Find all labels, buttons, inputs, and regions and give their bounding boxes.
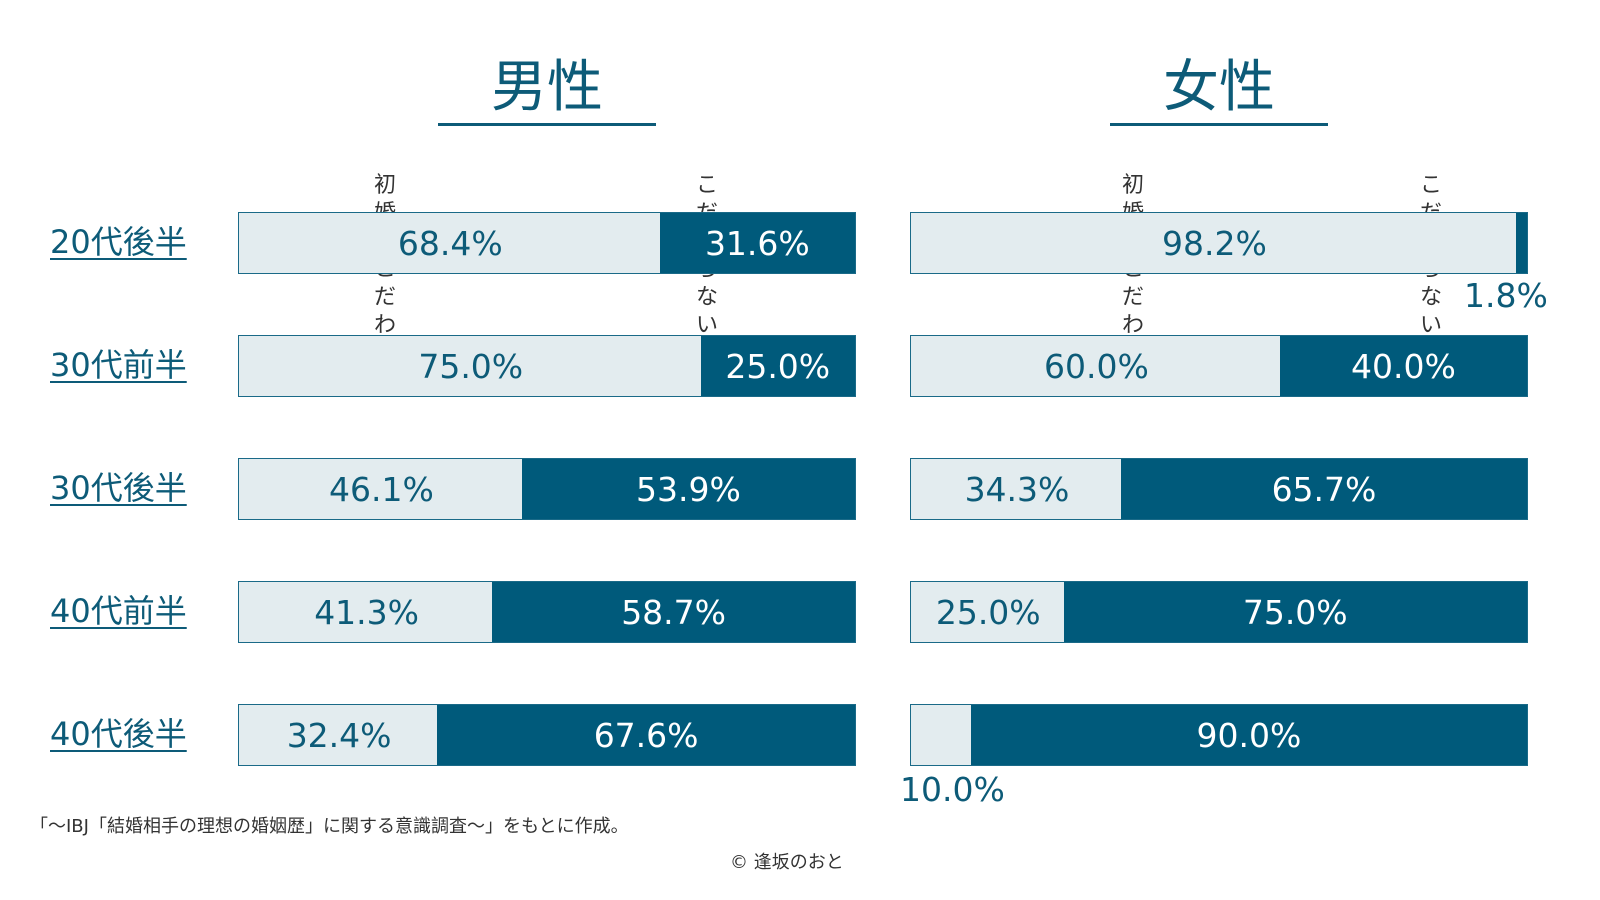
data-label: 67.6% <box>593 715 699 755</box>
data-label: 68.4% <box>397 223 503 263</box>
bar-segment-first-marriage: 32.4% <box>239 705 439 765</box>
data-label: 34.3% <box>964 469 1070 509</box>
stacked-bar: 32.4% 67.6% <box>238 704 856 766</box>
row-label: 40代前半 <box>50 592 187 630</box>
data-label: 90.0% <box>1196 715 1302 755</box>
data-label: 25.0% <box>725 346 831 386</box>
bar-segment-no-preference: 25.0% <box>700 336 855 396</box>
data-label: 10.0% <box>900 770 1005 809</box>
bar-segment-no-preference: 75.0% <box>1063 582 1527 642</box>
bar-segment-first-marriage: 46.1% <box>239 459 524 519</box>
data-label: 98.2% <box>1162 223 1267 263</box>
data-label: 65.7% <box>1271 469 1377 509</box>
data-label: 32.4% <box>286 715 392 755</box>
bar-segment-first-marriage: 60.0% <box>911 336 1282 396</box>
bar-segment-no-preference: 40.0% <box>1279 336 1527 396</box>
bar-segment-first-marriage: 25.0% <box>911 582 1066 642</box>
copyright: © 逢坂のおと <box>730 852 844 873</box>
data-label: 46.1% <box>329 469 434 509</box>
data-label: 1.8% <box>1464 276 1548 315</box>
data-label: 60.0% <box>1043 346 1149 386</box>
bar-segment-no-preference: 58.7% <box>492 582 855 642</box>
stacked-bar: 60.0% 40.0% <box>910 335 1528 397</box>
panel-title: 女性 <box>1163 55 1275 120</box>
stacked-bar: 90.0% <box>910 704 1528 766</box>
panel-title-underline <box>438 123 656 126</box>
bar-segment-no-preference: 67.6% <box>437 705 855 765</box>
data-label: 58.7% <box>621 592 727 632</box>
bar-segment-no-preference <box>1515 213 1527 273</box>
bar-segment-no-preference: 90.0% <box>970 705 1527 765</box>
source-footnote: 「～IBJ「結婚相手の理想の婚姻歴」に関する意識調査～」をもとに作成。 <box>30 816 629 837</box>
stacked-bar: 41.3% 58.7% <box>238 581 856 643</box>
stacked-bar: 34.3% 65.7% <box>910 458 1528 520</box>
stacked-bar: 25.0% 75.0% <box>910 581 1528 643</box>
bar-segment-no-preference: 31.6% <box>659 213 855 273</box>
data-label: 40.0% <box>1350 346 1456 386</box>
bar-segment-first-marriage <box>911 705 973 765</box>
panel-title-underline <box>1110 123 1328 126</box>
row-label: 30代前半 <box>50 346 187 384</box>
data-label: 75.0% <box>418 346 524 386</box>
stacked-bar: 75.0% 25.0% <box>238 335 856 397</box>
bar-segment-first-marriage: 75.0% <box>239 336 703 396</box>
bar-segment-no-preference: 53.9% <box>521 459 855 519</box>
data-label: 75.0% <box>1242 592 1348 632</box>
bar-segment-first-marriage: 41.3% <box>239 582 494 642</box>
stacked-bar: 46.1% 53.9% <box>238 458 856 520</box>
data-label: 41.3% <box>314 592 420 632</box>
bar-segment-first-marriage: 98.2% <box>911 213 1518 273</box>
data-label: 25.0% <box>935 592 1041 632</box>
row-label: 40代後半 <box>50 715 187 753</box>
bar-segment-first-marriage: 68.4% <box>239 213 662 273</box>
row-label: 20代後半 <box>50 223 187 261</box>
stacked-bar: 68.4% 31.6% <box>238 212 856 274</box>
bar-segment-first-marriage: 34.3% <box>911 459 1123 519</box>
bar-segment-no-preference: 65.7% <box>1120 459 1527 519</box>
data-label: 53.9% <box>636 469 741 509</box>
row-label: 30代後半 <box>50 469 187 507</box>
panel-title: 男性 <box>491 55 603 120</box>
data-label: 31.6% <box>704 223 810 263</box>
stacked-bar: 98.2% <box>910 212 1528 274</box>
